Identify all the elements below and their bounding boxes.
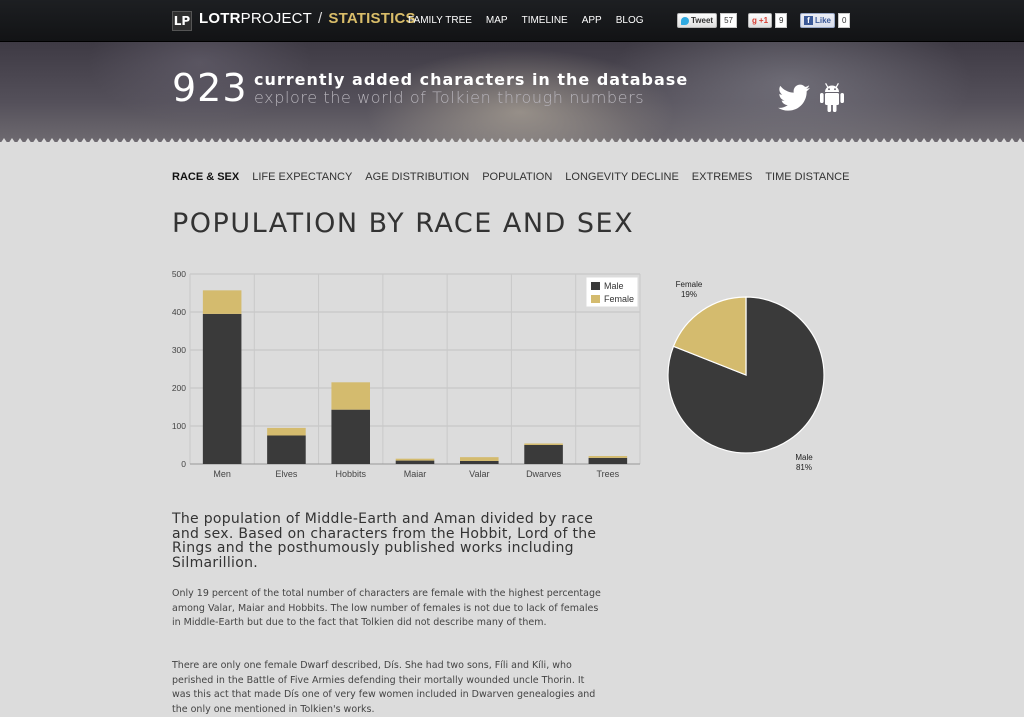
brand-section: STATISTICS bbox=[328, 10, 416, 27]
pie-percent-female: 19% bbox=[681, 290, 697, 299]
nav-app[interactable]: APP bbox=[581, 15, 602, 26]
description-paragraph-2: There are only one female Dwarf describe… bbox=[172, 660, 596, 715]
bar-female-men[interactable] bbox=[202, 290, 242, 314]
logo-mark: LP bbox=[173, 14, 191, 28]
stats-subnav: RACE & SEX LIFE EXPECTANCY AGE DISTRIBUT… bbox=[172, 171, 849, 183]
gplus-button[interactable]: g +1 bbox=[748, 13, 773, 28]
tab-time-distance[interactable]: TIME DISTANCE bbox=[765, 171, 850, 183]
bar-female-dwarves[interactable] bbox=[524, 443, 563, 445]
nav-family-tree[interactable]: FAMILY TREE bbox=[408, 15, 472, 26]
hero-banner bbox=[0, 42, 1024, 142]
y-tick-label: 500 bbox=[172, 269, 186, 279]
legend-label-female[interactable]: Female bbox=[604, 294, 634, 304]
x-tick-label: Men bbox=[213, 469, 231, 479]
tweet-button[interactable]: Tweet bbox=[677, 13, 718, 28]
pie-label-male: Male bbox=[795, 453, 813, 462]
description-paragraph-1: Only 19 percent of the total number of c… bbox=[172, 588, 601, 628]
legend-swatch-female bbox=[591, 295, 600, 303]
pie-percent-male: 81% bbox=[796, 463, 812, 472]
tab-age-distribution[interactable]: AGE DISTRIBUTION bbox=[365, 171, 470, 183]
brand-separator: / bbox=[318, 10, 323, 27]
tab-life-expectancy[interactable]: LIFE EXPECTANCY bbox=[252, 171, 353, 183]
bar-female-maiar[interactable] bbox=[395, 458, 435, 461]
bar-female-hobbits[interactable] bbox=[331, 382, 370, 410]
twitter-bird-icon bbox=[681, 16, 689, 25]
nav-timeline[interactable]: TIMELINE bbox=[521, 15, 568, 26]
gplus-widget: g +1 9 bbox=[748, 13, 788, 28]
like-button[interactable]: f Like bbox=[800, 13, 836, 28]
twitter-icon[interactable] bbox=[778, 84, 810, 112]
legend-swatch-male bbox=[591, 282, 600, 290]
tweet-widget: Tweet 57 bbox=[677, 13, 737, 28]
bar-female-elves[interactable] bbox=[267, 427, 306, 436]
bar-male-trees[interactable] bbox=[588, 457, 628, 464]
android-icon[interactable] bbox=[818, 82, 846, 114]
y-tick-label: 200 bbox=[172, 383, 186, 393]
bar-male-elves[interactable] bbox=[267, 435, 306, 465]
bar-male-maiar[interactable] bbox=[395, 460, 435, 464]
banner-zigzag-edge bbox=[0, 138, 1024, 144]
pie-slice-female[interactable] bbox=[672, 296, 747, 376]
character-count: 923 bbox=[172, 66, 248, 110]
x-tick-label: Hobbits bbox=[335, 469, 366, 479]
banner-line-1: currently added characters in the databa… bbox=[254, 70, 689, 89]
banner-line-2: explore the world of Tolkien through num… bbox=[254, 88, 645, 107]
x-tick-label: Valar bbox=[469, 469, 489, 479]
top-nav: FAMILY TREE MAP TIMELINE APP BLOG bbox=[408, 15, 644, 26]
gplus-count: 9 bbox=[775, 13, 788, 28]
y-tick-label: 0 bbox=[181, 459, 186, 469]
tweet-label: Tweet bbox=[691, 16, 714, 25]
pie-label-female: Female bbox=[676, 280, 703, 289]
gplus-icon: g bbox=[752, 16, 757, 25]
brand-strong: LOTR bbox=[199, 10, 241, 27]
tweet-count: 57 bbox=[720, 13, 737, 28]
nav-blog[interactable]: BLOG bbox=[615, 15, 644, 26]
tab-race-sex[interactable]: RACE & SEX bbox=[172, 171, 240, 183]
top-bar: LP LOTRPROJECT / STATISTICS FAMILY TREE MA… bbox=[0, 0, 1024, 42]
nav-map[interactable]: MAP bbox=[485, 15, 508, 26]
tab-longevity-decline[interactable]: LONGEVITY DECLINE bbox=[565, 171, 679, 183]
description-lead: The population of Middle-Earth and Aman … bbox=[172, 511, 597, 571]
facebook-icon: f bbox=[804, 16, 813, 25]
like-label: Like bbox=[815, 16, 832, 25]
x-tick-label: Elves bbox=[275, 469, 298, 479]
bar-male-dwarves[interactable] bbox=[524, 445, 563, 464]
stacked-bar-chart: 0 100 200 300 400 500 Men Elves Hobbits Maiar Vala… bbox=[172, 269, 641, 479]
brand-rest: PROJECT bbox=[240, 10, 313, 27]
bar-male-valar[interactable] bbox=[460, 460, 499, 464]
y-tick-label: 300 bbox=[172, 345, 186, 355]
tab-extremes[interactable]: EXTREMES bbox=[691, 171, 753, 183]
y-tick-label: 400 bbox=[172, 307, 186, 317]
like-count: 0 bbox=[838, 13, 851, 28]
bar-male-hobbits[interactable] bbox=[331, 409, 370, 464]
bar-male-men[interactable] bbox=[202, 313, 242, 464]
chart-legend: Male Female bbox=[585, 276, 639, 308]
x-tick-label: Dwarves bbox=[526, 469, 562, 479]
bar-female-trees[interactable] bbox=[588, 456, 628, 458]
brand-title[interactable]: LOTRPROJECT / STATISTICS bbox=[199, 10, 416, 27]
tab-population[interactable]: POPULATION bbox=[482, 171, 553, 183]
legend-label-male[interactable]: Male bbox=[604, 281, 624, 291]
pie-slice-male[interactable] bbox=[667, 296, 825, 454]
gplus-label: +1 bbox=[758, 16, 769, 25]
bar-female-valar[interactable] bbox=[460, 457, 499, 461]
page-title: POPULATION BY RACE AND SEX bbox=[172, 208, 635, 239]
x-tick-label: Maiar bbox=[404, 469, 427, 479]
y-tick-label: 100 bbox=[172, 421, 186, 431]
like-widget: f Like 0 bbox=[800, 13, 851, 28]
logo[interactable]: LP bbox=[172, 11, 192, 31]
chart-grid bbox=[189, 273, 641, 465]
x-tick-label: Trees bbox=[597, 469, 620, 479]
